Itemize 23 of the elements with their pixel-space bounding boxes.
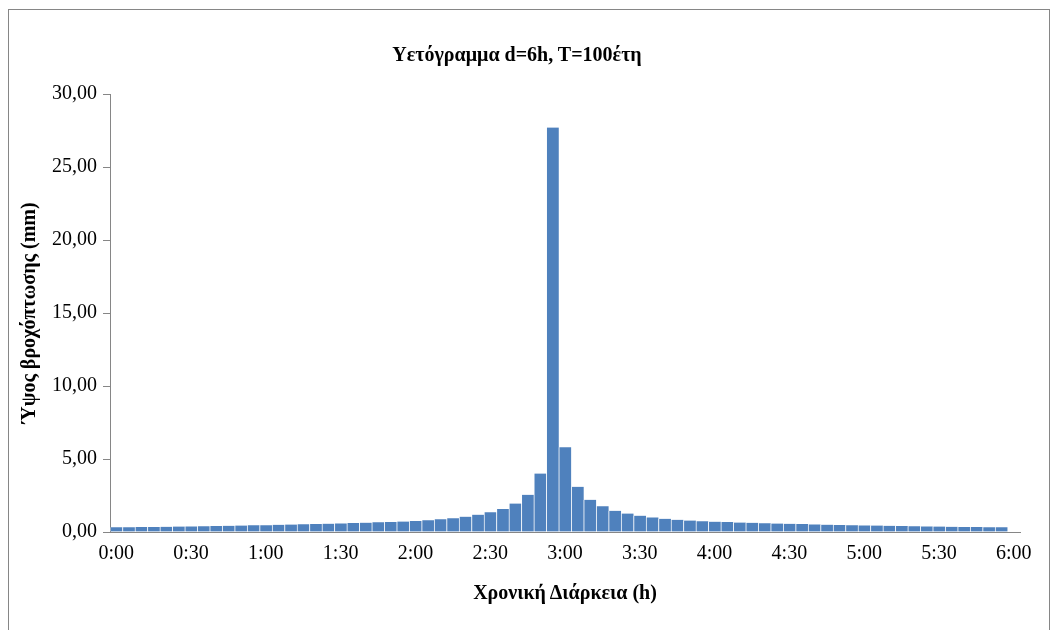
x-tick-label: 0:00 (98, 541, 135, 564)
x-tick-label: 4:00 (696, 541, 733, 564)
y-tick-label: 5,00 (62, 446, 97, 469)
x-tick-label: 0:30 (173, 541, 209, 564)
x-tick-label: 4:30 (771, 541, 808, 564)
y-axis-title: Ύψος βροχόπτωσης (mm) (17, 202, 41, 425)
chart-title: Υετόγραμμα d=6h, T=100έτη (392, 43, 642, 67)
x-tick-label: 5:00 (846, 541, 882, 564)
y-tick-label: 0,00 (62, 519, 97, 542)
y-tick-label: 10,00 (52, 373, 97, 396)
y-tick-label: 30,00 (52, 81, 97, 104)
x-tick-label: 1:30 (322, 541, 359, 564)
y-tick-label: 25,00 (52, 154, 97, 177)
x-tick-label: 3:30 (622, 541, 658, 564)
x-axis-title: Χρονική Διάρκεια (h) (473, 581, 657, 605)
x-tick-label: 2:00 (397, 541, 434, 564)
x-tick-label: 2:30 (472, 541, 508, 564)
x-tick-label: 5:30 (921, 541, 957, 564)
x-tick-label: 3:00 (547, 541, 583, 564)
y-tick-label: 15,00 (52, 300, 97, 323)
x-tick-label: 1:00 (248, 541, 284, 564)
x-tick-label: 6:00 (995, 541, 1032, 564)
y-tick-label: 20,00 (52, 227, 97, 250)
